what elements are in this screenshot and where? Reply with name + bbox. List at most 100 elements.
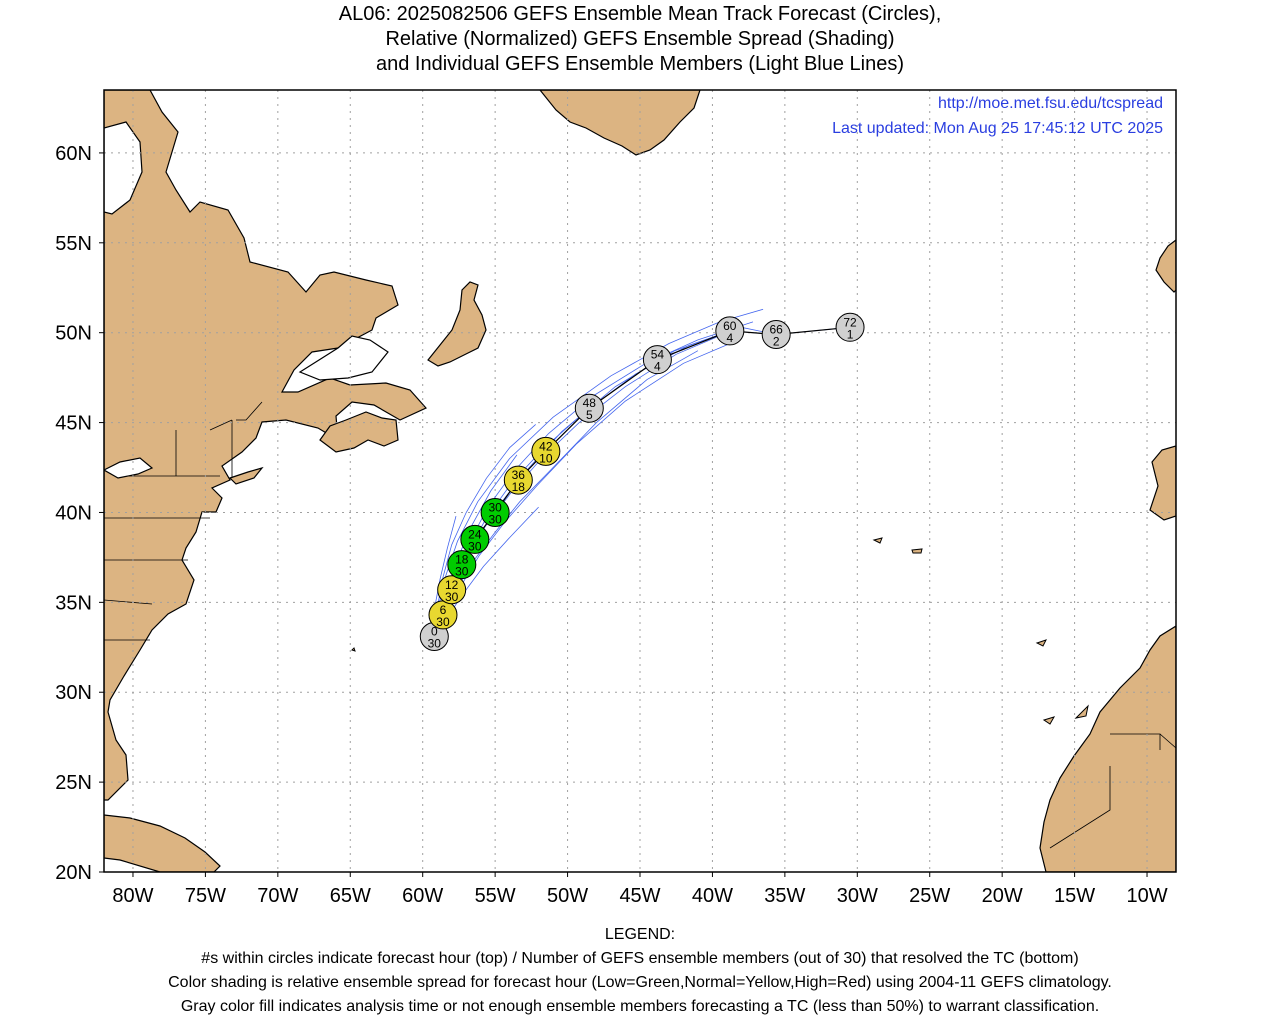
lon-tick-label: 60W (402, 885, 443, 907)
member-count-label: 1 (847, 327, 854, 341)
forecast-circle (480, 497, 510, 527)
forecast-hour-label: 12 (445, 578, 459, 592)
latitude-ticks: 60N 55N 50N 45N 40N 35N 30N 25N 20N (55, 143, 104, 884)
forecast-point: 544 (642, 345, 672, 375)
forecast-hour-label: 48 (583, 396, 597, 410)
lat-tick-label: 60N (55, 143, 92, 165)
lat-tick-label: 20N (55, 862, 92, 884)
lat-tick-label: 30N (55, 682, 92, 704)
forecast-circle (761, 319, 791, 349)
forecast-hour-label: 24 (468, 527, 482, 541)
azores-island (872, 537, 883, 544)
legend-line-1: #s within circles indicate forecast hour… (201, 950, 1079, 967)
forecast-hour-label: 72 (843, 315, 857, 329)
member-count-label: 10 (539, 451, 553, 465)
member-count-label: 30 (445, 590, 459, 604)
lon-tick-label: 75W (185, 885, 226, 907)
member-count-label: 4 (654, 360, 661, 374)
canary-island (1074, 704, 1089, 719)
member-count-label: 30 (488, 512, 502, 526)
lon-tick-label: 80W (112, 885, 153, 907)
last-updated: Last updated: Mon Aug 25 17:45:12 UTC 20… (832, 120, 1163, 137)
forecast-hour-label: 30 (488, 500, 502, 514)
forecast-point: 485 (574, 393, 604, 423)
madeira-island (1035, 639, 1047, 647)
forecast-circle (574, 393, 604, 423)
lat-tick-label: 55N (55, 233, 92, 255)
lon-tick-label: 65W (330, 885, 371, 907)
state-borders (104, 401, 1176, 849)
labrador-island-land (319, 411, 399, 453)
legend-line-3: Gray color fill indicates analysis time … (180, 998, 1100, 1015)
member-count-label: 4 (726, 331, 733, 345)
forecast-hour-label: 66 (769, 322, 783, 336)
lat-tick-label: 25N (55, 772, 92, 794)
member-count-label: 30 (428, 637, 442, 651)
forecast-circles: 0306301230183024303030361842104855446046… (419, 312, 865, 652)
ocean-background (104, 90, 1176, 872)
forecast-hour-label: 54 (651, 348, 665, 362)
lon-tick-label: 15W (1054, 885, 1095, 907)
member-count-label: 18 (512, 480, 526, 494)
member-count-label: 30 (455, 565, 469, 579)
member-count-label: 30 (436, 615, 450, 629)
greenland-land (539, 90, 701, 156)
forecast-point: 721 (835, 312, 865, 342)
portugal-land (1149, 445, 1176, 521)
legend-heading: LEGEND: (604, 926, 676, 943)
member-count-label: 30 (468, 539, 482, 553)
forecast-circle (503, 465, 533, 495)
lat-tick-label: 45N (55, 413, 92, 435)
north-america-land (104, 90, 427, 801)
legend-line-2: Color shading is relative ensemble sprea… (168, 974, 1112, 991)
lon-tick-label: 45W (619, 885, 660, 907)
forecast-point: 030 (419, 622, 449, 652)
lat-tick-label: 40N (55, 502, 92, 524)
lat-tick-label: 50N (55, 323, 92, 345)
bermuda-island (351, 647, 356, 652)
africa-land (1039, 625, 1176, 872)
forecast-circle (835, 312, 865, 342)
long-island-land (228, 466, 264, 485)
lon-tick-label: 55W (475, 885, 516, 907)
forecast-hour-label: 6 (440, 603, 447, 617)
title-line-1: AL06: 2025082506 GEFS Ensemble Mean Trac… (338, 3, 942, 25)
forecast-circle (642, 345, 672, 375)
forecast-circle (715, 316, 745, 346)
lat-tick-label: 35N (55, 592, 92, 614)
azores-island (911, 548, 923, 554)
lon-tick-label: 30W (837, 885, 878, 907)
lon-tick-label: 40W (692, 885, 733, 907)
forecast-point: 630 (428, 600, 458, 630)
title-line-3: and Individual GEFS Ensemble Members (Li… (375, 53, 905, 75)
lon-tick-label: 35W (764, 885, 805, 907)
forecast-hour-label: 0 (431, 625, 438, 639)
forecast-hour-label: 18 (455, 553, 469, 567)
newfoundland-land (427, 281, 487, 367)
forecast-hour-label: 42 (539, 439, 553, 453)
member-count-label: 2 (773, 334, 780, 348)
longitude-ticks: 80W 75W 70W 65W 60W 55W 50W 45W 40W 35W 30W 25W 20W 1… (112, 872, 1168, 907)
lon-tick-label: 20W (982, 885, 1023, 907)
great-lakes-shading (104, 457, 154, 479)
forecast-point: 662 (761, 319, 791, 349)
forecast-hour-label: 36 (512, 468, 526, 482)
forecast-circle (531, 436, 561, 466)
forecast-circle (437, 575, 467, 605)
land-layer (104, 90, 1176, 872)
forecast-point: 604 (715, 316, 745, 346)
lon-tick-label: 10W (1126, 885, 1167, 907)
source-url[interactable]: http://moe.met.fsu.edu/tcspread (938, 95, 1163, 112)
member-count-label: 5 (586, 408, 593, 422)
canary-island (1042, 716, 1056, 725)
graticule (104, 90, 1176, 872)
title-line-2: Relative (Normalized) GEFS Ensemble Spre… (385, 28, 895, 50)
hudson-bay-shading (104, 121, 143, 215)
